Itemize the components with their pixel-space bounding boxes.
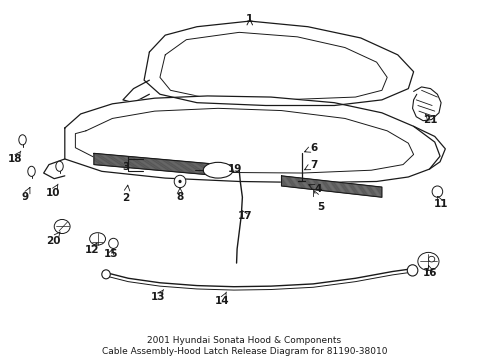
Polygon shape [281,176,381,197]
Text: 16: 16 [423,267,437,278]
Circle shape [407,265,417,276]
Text: 3: 3 [122,162,129,172]
Ellipse shape [417,252,438,270]
Ellipse shape [203,162,232,178]
Text: 19: 19 [227,164,242,174]
Text: 9: 9 [21,192,29,202]
Ellipse shape [427,256,434,262]
Circle shape [108,238,118,248]
Ellipse shape [89,233,105,245]
Circle shape [431,186,442,197]
Ellipse shape [28,166,35,176]
Text: 10: 10 [46,188,61,198]
Text: 2001 Hyundai Sonata Hood & Components
Cable Assembly-Hood Latch Release Diagram : 2001 Hyundai Sonata Hood & Components Ca… [102,336,386,356]
Text: 14: 14 [215,296,229,306]
Polygon shape [65,96,439,183]
Text: 15: 15 [104,248,118,258]
Polygon shape [94,153,220,176]
Text: 13: 13 [150,292,165,302]
Text: 4: 4 [314,184,322,194]
Polygon shape [144,21,413,105]
Ellipse shape [56,161,63,171]
Text: 12: 12 [85,245,100,255]
Circle shape [178,180,181,183]
Text: 2: 2 [122,193,129,203]
Text: 8: 8 [176,192,183,202]
Ellipse shape [19,135,26,145]
Text: 20: 20 [46,235,61,246]
Text: 7: 7 [310,159,317,170]
Text: 1: 1 [245,14,253,24]
Circle shape [174,175,185,188]
Text: 18: 18 [8,154,22,164]
Text: 11: 11 [433,199,447,209]
Ellipse shape [54,220,70,234]
Circle shape [102,270,110,279]
Text: 5: 5 [317,202,324,212]
Text: 21: 21 [423,114,437,125]
Text: 17: 17 [238,211,252,221]
Text: 6: 6 [310,143,317,153]
